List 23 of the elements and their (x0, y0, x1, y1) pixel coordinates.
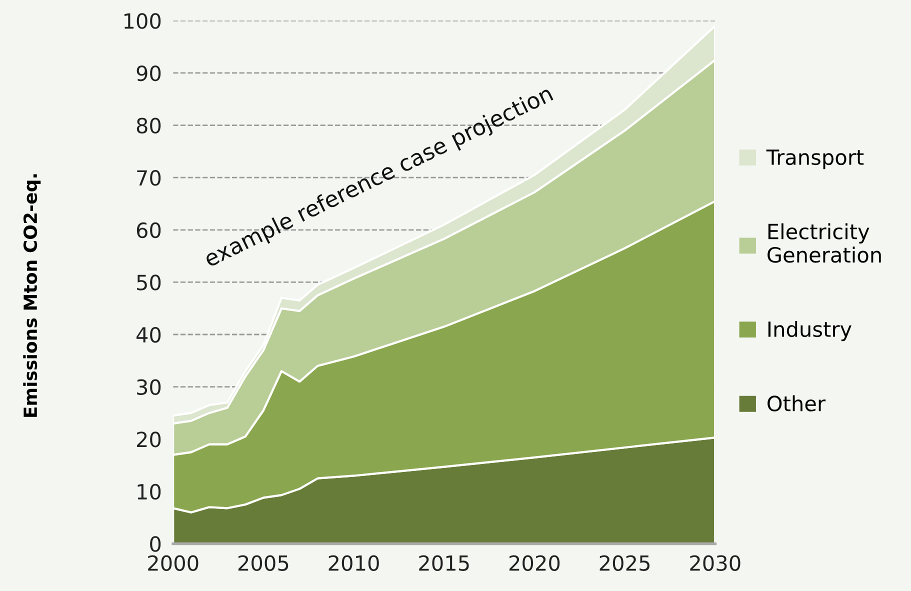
x-tick-label: 2025 (600, 555, 650, 571)
legend-label: Other (768, 395, 826, 412)
x-tick-label: 2000 (148, 555, 198, 571)
y-tick-label: 90 (136, 65, 161, 82)
legend-label: Transport (766, 150, 864, 170)
y-tick-label: 50 (137, 274, 161, 290)
x-tick-label: 2020 (509, 555, 560, 571)
y-tick-label: 0 (150, 536, 161, 552)
x-tick-label: 2005 (238, 555, 288, 571)
x-tick-label: 2015 (419, 555, 469, 571)
legend-label: Electricity Generation (768, 223, 881, 263)
y-tick-label: 70 (137, 170, 161, 186)
y-tick-label: 10 (138, 484, 161, 500)
y-tick-label: 30 (137, 379, 161, 396)
y-tick-label: 100 (124, 13, 161, 29)
y-tick-label: 40 (136, 326, 161, 343)
x-tick-label: 2010 (328, 555, 379, 571)
y-tick-label: 20 (136, 432, 161, 448)
legend-label: Industry (768, 320, 852, 342)
y-axis-title: Emissions Mton CO2-eq. (23, 174, 41, 417)
y-tick-label: 80 (136, 118, 161, 134)
y-tick-label: 60 (136, 222, 161, 238)
x-tick-label: 2030 (690, 555, 740, 571)
